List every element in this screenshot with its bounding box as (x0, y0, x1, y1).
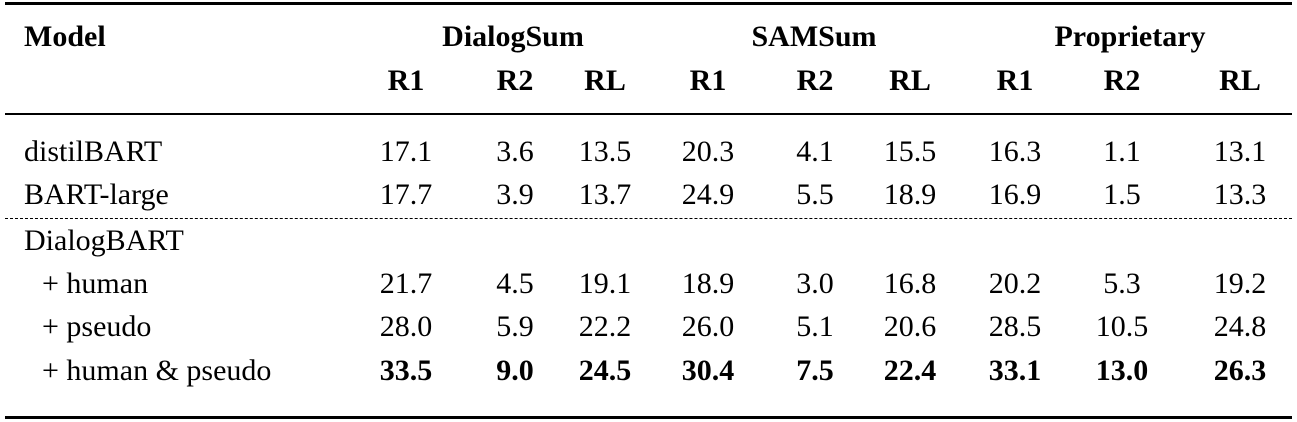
header-metric: R1 (996, 64, 1034, 97)
score-cell: 1.1 (1103, 135, 1141, 168)
score-cell: 20.6 (883, 310, 937, 343)
score-cell: 26.3 (1213, 354, 1267, 387)
score-cell: 1.5 (1103, 178, 1141, 211)
score-cell: 26.0 (681, 310, 735, 343)
score-cell: 28.5 (988, 310, 1042, 343)
score-cell: 3.0 (796, 267, 834, 300)
header-metric: RL (889, 64, 931, 97)
header-metric: RL (584, 64, 626, 97)
score-cell: 5.9 (496, 310, 534, 343)
score-cell: 4.1 (796, 135, 834, 168)
dashed-separator (5, 218, 1292, 219)
score-cell: 24.5 (578, 354, 632, 387)
score-cell: 17.7 (379, 178, 433, 211)
score-cell: 30.4 (681, 354, 735, 387)
model-name: BART-large (24, 178, 169, 211)
score-cell: 33.5 (379, 354, 433, 387)
model-name: DialogBART (24, 224, 184, 257)
score-cell: 13.0 (1095, 354, 1149, 387)
score-cell: 7.5 (796, 354, 834, 387)
score-cell: 13.1 (1213, 135, 1267, 168)
score-cell: 18.9 (681, 267, 735, 300)
top-rule (5, 2, 1292, 5)
score-cell: 5.3 (1103, 267, 1141, 300)
header-model: Model (24, 20, 106, 53)
header-metric: RL (1219, 64, 1261, 97)
score-cell: 19.1 (578, 267, 632, 300)
score-cell: 5.1 (796, 310, 834, 343)
header-metric: R1 (387, 64, 425, 97)
score-cell: 10.5 (1095, 310, 1149, 343)
header-group-proprietary: Proprietary (1054, 20, 1206, 53)
score-cell: 16.8 (883, 267, 937, 300)
header-group-samsum: SAMSum (751, 20, 877, 53)
model-name: + human (42, 267, 149, 300)
score-cell: 13.5 (578, 135, 632, 168)
score-cell: 22.2 (578, 310, 632, 343)
score-cell: 33.1 (988, 354, 1042, 387)
score-cell: 16.3 (988, 135, 1042, 168)
score-cell: 13.7 (578, 178, 632, 211)
header-metric: R2 (496, 64, 534, 97)
model-name: distilBART (24, 135, 163, 168)
score-cell: 22.4 (883, 354, 937, 387)
header-group-dialogsum: DialogSum (442, 20, 584, 53)
score-cell: 3.9 (496, 178, 534, 211)
score-cell: 3.6 (496, 135, 534, 168)
model-name: + pseudo (42, 310, 152, 343)
score-cell: 18.9 (883, 178, 937, 211)
score-cell: 16.9 (988, 178, 1042, 211)
score-cell: 24.9 (681, 178, 735, 211)
score-cell: 19.2 (1213, 267, 1267, 300)
score-cell: 5.5 (796, 178, 834, 211)
score-cell: 13.3 (1213, 178, 1267, 211)
header-metric: R2 (1103, 64, 1141, 97)
score-cell: 9.0 (496, 354, 534, 387)
score-cell: 15.5 (883, 135, 937, 168)
score-cell: 21.7 (379, 267, 433, 300)
header-metric: R2 (796, 64, 834, 97)
score-cell: 24.8 (1213, 310, 1267, 343)
score-cell: 4.5 (496, 267, 534, 300)
header-rule (5, 113, 1292, 115)
bottom-rule (5, 416, 1292, 419)
score-cell: 20.2 (988, 267, 1042, 300)
score-cell: 17.1 (379, 135, 433, 168)
score-cell: 28.0 (379, 310, 433, 343)
header-metric: R1 (689, 64, 727, 97)
model-name: + human & pseudo (42, 354, 272, 387)
score-cell: 20.3 (681, 135, 735, 168)
